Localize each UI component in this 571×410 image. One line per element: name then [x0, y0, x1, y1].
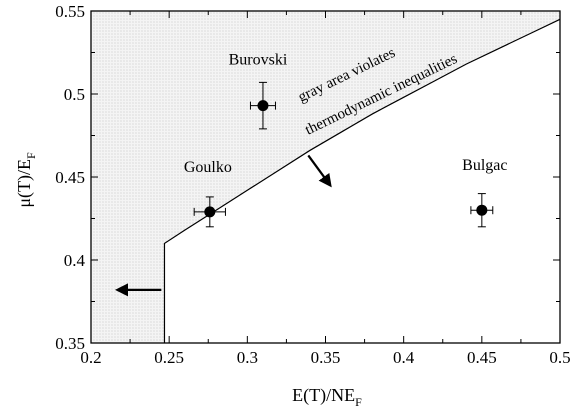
y-tick-label: 0.4	[64, 251, 86, 270]
direction-arrow	[307, 154, 332, 188]
x-axis: 0.2 0.25 0.3 0.35 0.4 0.45 0.5	[80, 11, 571, 367]
arrows	[114, 154, 332, 297]
y-axis-title-sub: F	[24, 152, 38, 159]
x-tick-label: 0.25	[154, 348, 184, 367]
data-point-bulgac: Bulgac	[462, 157, 507, 228]
x-axis-title-main: E(T)/NE	[292, 385, 355, 406]
point-label: Bulgac	[462, 157, 507, 174]
y-axis-title: μ(T)/EF	[14, 152, 38, 208]
x-tick-label: 0.4	[393, 348, 415, 367]
forbidden-region	[91, 11, 560, 343]
y-tick-label: 0.35	[55, 334, 85, 353]
y-tick-label: 0.45	[55, 168, 85, 187]
x-tick-label: 0.35	[311, 348, 341, 367]
x-tick-label: 0.2	[80, 348, 101, 367]
shaded-region	[91, 11, 560, 343]
x-tick-label: 0.3	[237, 348, 258, 367]
data-points: Burovski Goulko Bulgac	[184, 52, 507, 228]
point-marker	[476, 204, 488, 216]
point-marker	[204, 206, 216, 218]
y-axis-title-main: μ(T)/E	[14, 159, 35, 208]
boundary-curve	[163, 18, 561, 343]
x-axis-title: E(T)/NEF	[292, 385, 362, 409]
point-label: Burovski	[229, 52, 288, 69]
x-tick-label: 0.5	[549, 348, 570, 367]
y-tick-label: 0.5	[64, 85, 85, 104]
y-tick-label: 0.55	[55, 2, 85, 21]
x-axis-title-sub: F	[355, 395, 362, 409]
x-tick-label: 0.45	[467, 348, 497, 367]
data-point-burovski: Burovski	[229, 52, 288, 130]
y-axis: 0.35 0.4 0.45 0.5 0.55	[55, 2, 560, 353]
boundary-line	[163, 18, 561, 343]
point-label: Goulko	[184, 159, 232, 176]
data-point-goulko: Goulko	[184, 159, 232, 228]
point-marker	[257, 100, 269, 112]
